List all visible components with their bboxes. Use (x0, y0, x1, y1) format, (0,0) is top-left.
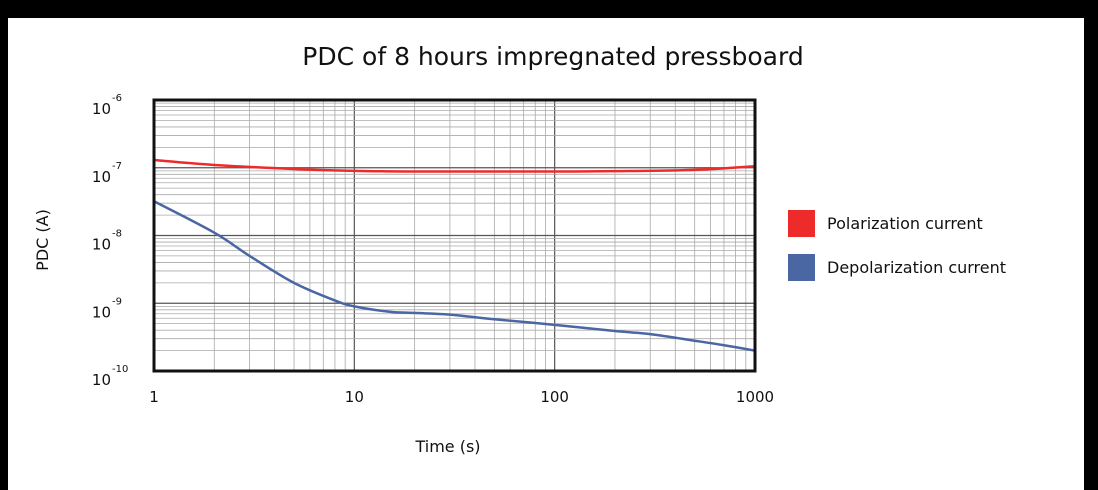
grid (153, 100, 755, 372)
chart-title: PDC of 8 hours impregnated pressboard (302, 42, 803, 71)
y-tick-label: 10-9 (92, 296, 122, 321)
x-tick-labels: 1 10 100 1000 (149, 388, 774, 406)
y-tick-label: 10-10 (92, 364, 128, 389)
y-tick-exponent: -8 (112, 229, 122, 240)
polarization-current-legend-swatch (788, 210, 815, 237)
y-tick-base: 10 (92, 236, 111, 254)
y-tick-base: 10 (92, 303, 111, 321)
legend: Polarization current Depolarization curre… (788, 210, 1006, 281)
y-tick-base: 10 (92, 100, 111, 118)
y-tick-exponent: -6 (112, 93, 122, 104)
x-tick-label: 1000 (736, 388, 774, 406)
x-tick-label: 10 (345, 388, 364, 406)
depolarization-current-line (153, 200, 756, 352)
x-axis-title: Time (s) (414, 437, 480, 456)
x-tick-label: 1 (149, 388, 159, 406)
y-tick-label: 10-6 (92, 93, 122, 118)
polarization-current-line (153, 158, 756, 173)
plot-border (152, 98, 757, 373)
y-axis-title: PDC (A) (33, 209, 52, 271)
x-tick-label: 100 (540, 388, 569, 406)
y-tick-base: 10 (92, 371, 111, 389)
y-tick-exponent: -7 (112, 161, 122, 172)
y-tick-base: 10 (92, 168, 111, 186)
polarization-current-legend-label: Polarization current (827, 214, 983, 233)
series-lines (153, 158, 756, 352)
y-tick-exponent: -10 (112, 364, 128, 375)
y-tick-exponent: -9 (112, 296, 122, 307)
depolarization-current-legend-swatch (788, 254, 815, 281)
y-tick-label: 10-8 (92, 229, 122, 254)
depolarization-current-legend-label: Depolarization current (827, 258, 1006, 277)
y-tick-label: 10-7 (92, 161, 122, 186)
